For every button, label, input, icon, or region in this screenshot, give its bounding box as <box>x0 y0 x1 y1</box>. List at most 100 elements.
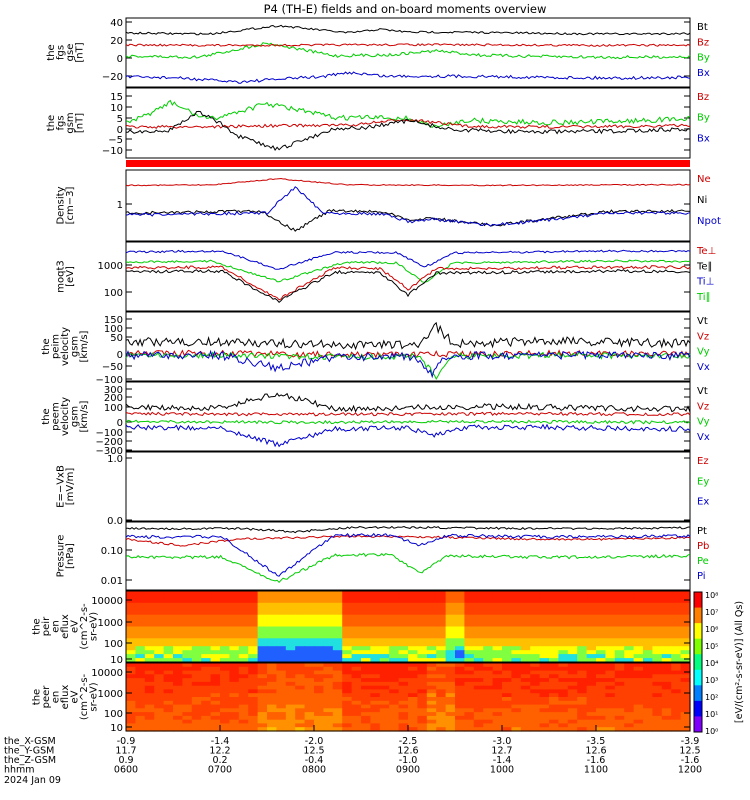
y-tick-label: 100 <box>104 639 123 650</box>
heatmap-cell <box>436 634 447 639</box>
heatmap-cell <box>361 719 371 725</box>
heatmap-cell <box>473 674 484 679</box>
colorbar-title: [eV/(cm²-s-sr-eV)] (All Qs) <box>734 601 745 723</box>
heatmap-cell <box>652 674 663 679</box>
heatmap-cell <box>502 591 512 596</box>
heatmap-cell <box>652 634 663 639</box>
heatmap-cell <box>455 594 465 600</box>
heatmap-cell <box>126 708 136 713</box>
heatmap-cell <box>173 715 183 721</box>
heatmap-cell <box>361 666 371 672</box>
heatmap-cell <box>596 700 606 706</box>
heatmap-cell <box>144 727 155 732</box>
heatmap-cell <box>436 594 447 600</box>
heatmap-cell <box>502 606 512 612</box>
heatmap-cell <box>332 674 343 679</box>
heatmap-cell <box>605 719 616 725</box>
heatmap-cell <box>530 650 541 655</box>
heatmap-cell <box>633 654 644 659</box>
heatmap-cell <box>577 610 588 616</box>
heatmap-cell <box>135 670 146 675</box>
heatmap-cell <box>135 630 146 635</box>
heatmap-cell <box>135 598 146 604</box>
heatmap-cell <box>229 658 240 663</box>
heatmap-cell <box>238 646 249 651</box>
heatmap-cell <box>173 670 183 675</box>
heatmap-cell <box>135 700 146 706</box>
heatmap-cell <box>558 646 569 651</box>
heatmap-cell <box>539 689 550 694</box>
heatmap-cell <box>577 626 588 631</box>
heatmap-cell <box>267 674 277 679</box>
heatmap-cell <box>257 622 268 628</box>
heatmap-cell <box>530 634 541 639</box>
heatmap-cell <box>614 614 625 620</box>
heatmap-cell <box>210 681 221 687</box>
heatmap-cell <box>520 610 531 616</box>
heatmap-cell <box>182 697 193 702</box>
heatmap-cell <box>163 591 174 596</box>
heatmap-cell <box>229 727 240 732</box>
heatmap-cell <box>436 606 447 612</box>
heatmap-cell <box>455 670 465 675</box>
heatmap-cell <box>370 610 381 616</box>
heatmap-cell <box>539 594 550 600</box>
heatmap-cell <box>417 591 428 596</box>
heatmap-cell <box>417 614 428 620</box>
heatmap-cell <box>163 663 174 668</box>
heatmap-cell <box>370 598 381 604</box>
heatmap-cell <box>361 678 371 683</box>
heatmap-cell <box>408 654 418 659</box>
heatmap-cell <box>229 719 240 725</box>
heatmap-cell <box>680 622 691 628</box>
heatmap-cell <box>549 700 559 706</box>
heatmap-cell <box>285 622 296 628</box>
series-line-7-000000 <box>126 525 691 534</box>
heatmap-cell <box>173 719 183 725</box>
heatmap-cell <box>323 663 334 668</box>
heatmap-cell <box>267 591 277 596</box>
heatmap-cell <box>605 634 616 639</box>
heatmap-cell <box>173 658 183 663</box>
heatmap-cell <box>154 663 165 668</box>
heatmap-cell <box>549 614 559 620</box>
heatmap-cell <box>379 685 390 691</box>
heatmap-cell <box>652 678 663 683</box>
heatmap-cell <box>473 602 484 608</box>
heatmap-cell <box>530 610 541 616</box>
heatmap-cell <box>154 678 165 683</box>
heatmap-cell <box>379 642 390 647</box>
heatmap-cell <box>238 638 249 643</box>
heatmap-cell <box>417 670 428 675</box>
heatmap-cell <box>191 681 202 687</box>
heatmap-cell <box>220 681 230 687</box>
heatmap-cell <box>539 622 550 628</box>
heatmap-cell <box>408 622 418 628</box>
heatmap-cell <box>323 700 334 706</box>
heatmap-cell <box>577 723 588 728</box>
heatmap-cell <box>361 606 371 612</box>
heatmap-cell <box>445 602 456 608</box>
heatmap-cell <box>464 606 475 612</box>
heatmap-cell <box>520 626 531 631</box>
heatmap-cell <box>680 681 691 687</box>
heatmap-cell <box>304 700 315 706</box>
heatmap-cell <box>257 642 268 647</box>
heatmap-cell <box>643 685 653 691</box>
heatmap-cell <box>267 614 277 620</box>
heatmap-cell <box>361 654 371 659</box>
heatmap-cell <box>323 681 334 687</box>
heatmap-cell <box>295 650 306 655</box>
heatmap-cell <box>643 606 653 612</box>
heatmap-cell <box>144 697 155 702</box>
heatmap-cell <box>370 715 381 721</box>
heatmap-cell <box>210 626 221 631</box>
heatmap-cell <box>135 642 146 647</box>
heatmap-cell <box>351 704 362 709</box>
heatmap-cell <box>351 723 362 728</box>
heatmap-cell <box>586 654 597 659</box>
heatmap-cell <box>135 654 146 659</box>
heatmap-cell <box>549 704 559 709</box>
heatmap-cell <box>483 602 494 608</box>
heatmap-cell <box>220 642 230 647</box>
